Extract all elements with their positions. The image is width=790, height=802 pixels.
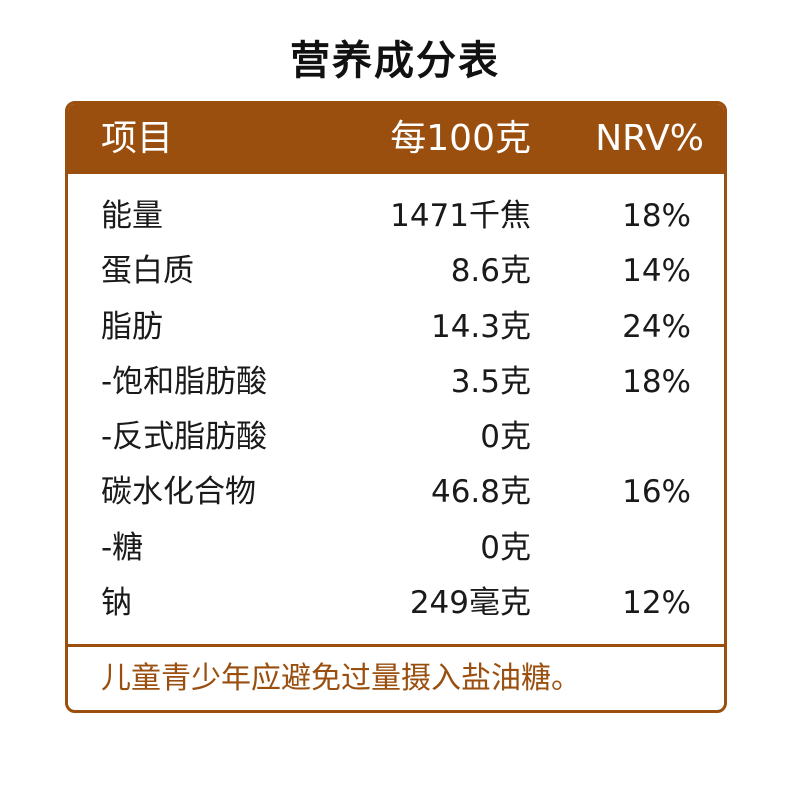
row-amount: 249毫克	[409, 585, 531, 622]
header-nrv: NRV%	[595, 118, 704, 159]
row-nrv: 14%	[622, 253, 691, 290]
page-title: 营养成分表	[290, 38, 500, 84]
table-row: 碳水化合物 46.8克 16%	[68, 465, 724, 520]
table-row: 蛋白质 8.6克 14%	[68, 244, 724, 299]
row-nrv: 18%	[622, 363, 691, 400]
table-header: 项目 每100克 NRV%	[68, 104, 724, 174]
row-amount: 1471千焦	[390, 198, 531, 234]
row-name: -糖	[101, 529, 144, 566]
table-row: 能量 1471千焦 18%	[68, 189, 724, 244]
row-amount: 14.3克	[430, 308, 531, 345]
row-nrv: 18%	[622, 198, 691, 234]
table-row: -饱和脂肪酸 3.5克 18%	[68, 355, 724, 410]
table-row: 脂肪 14.3克 24%	[68, 300, 724, 355]
row-nrv: 24%	[622, 308, 691, 345]
row-amount: 3.5克	[450, 363, 531, 400]
row-nrv: 16%	[622, 474, 691, 511]
row-amount: 0克	[480, 529, 531, 566]
row-nrv: 12%	[622, 585, 691, 622]
table-row: 钠 249毫克 12%	[68, 576, 724, 631]
health-advice-note: 儿童青少年应避免过量摄入盐油糖。	[101, 661, 581, 696]
row-name: 能量	[101, 198, 163, 234]
row-name: 蛋白质	[101, 253, 194, 290]
table-row: -反式脂肪酸 0克	[68, 410, 724, 465]
header-amount: 每100克	[390, 118, 531, 159]
row-name: -饱和脂肪酸	[101, 363, 268, 400]
nutrition-table: 项目 每100克 NRV% 能量 1471千焦 18% 蛋白质 8.6克 14%…	[65, 101, 727, 713]
row-amount: 46.8克	[430, 474, 531, 511]
table-row: -糖 0克	[68, 521, 724, 576]
footer-divider	[68, 644, 724, 647]
row-amount: 8.6克	[450, 253, 531, 290]
row-name: -反式脂肪酸	[101, 419, 268, 456]
row-name: 钠	[101, 585, 132, 622]
row-name: 脂肪	[101, 308, 163, 345]
header-item: 项目	[101, 118, 174, 159]
row-amount: 0克	[480, 419, 531, 456]
row-name: 碳水化合物	[101, 474, 256, 511]
table-body: 能量 1471千焦 18% 蛋白质 8.6克 14% 脂肪 14.3克 24% …	[68, 174, 724, 631]
